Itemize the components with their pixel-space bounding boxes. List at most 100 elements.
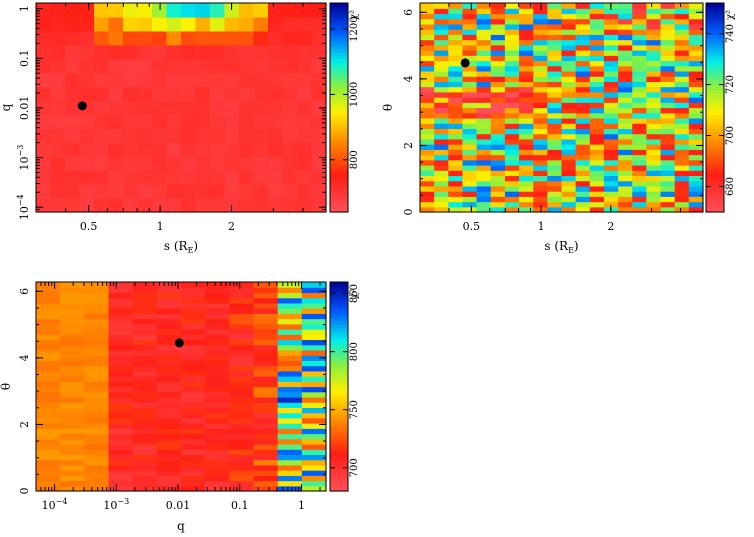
heatmap-cell — [253, 308, 279, 314]
heatmap-cell — [123, 170, 139, 185]
heatmap-cell — [490, 123, 506, 129]
heatmap-cell — [646, 159, 662, 166]
heatmap-cell — [533, 191, 548, 197]
heatmap-cell — [660, 34, 676, 41]
heatmap-cell — [688, 107, 704, 114]
heatmap-cell — [36, 3, 52, 18]
heatmap-cell — [79, 72, 95, 88]
heatmap-cell — [688, 97, 704, 103]
heatmap-cell — [632, 159, 647, 166]
heatmap-cell — [476, 164, 492, 171]
heatmap-cell — [268, 30, 284, 46]
heatmap-cell — [434, 123, 449, 129]
heatmap-cell — [224, 58, 240, 74]
heatmap-cell — [688, 154, 704, 161]
heatmap-cell — [660, 206, 676, 213]
heatmap-cell — [132, 454, 158, 461]
colorbar-segment — [330, 83, 348, 88]
colorbar-segment — [330, 407, 348, 412]
heatmap-cell — [79, 156, 95, 171]
heatmap-cell — [575, 29, 591, 35]
heatmap-cell — [253, 198, 269, 213]
heatmap-cell — [229, 485, 255, 492]
colorbar-segment — [706, 201, 724, 206]
heatmap-cell — [533, 3, 548, 9]
colorbar-segment — [330, 365, 348, 370]
heatmap-cell — [108, 349, 134, 356]
heatmap-cell — [36, 128, 52, 143]
x-tick-label: 2 — [228, 220, 235, 233]
heatmap-cell — [282, 72, 298, 88]
heatmap-cell — [108, 360, 134, 367]
heatmap-cell — [36, 396, 61, 403]
heatmap-cell — [253, 428, 279, 435]
heatmap-cell — [36, 16, 52, 32]
heatmap-cell — [448, 55, 464, 62]
heatmap-cell — [646, 138, 662, 145]
colorbar-segment — [330, 299, 348, 304]
heatmap-cells — [420, 3, 704, 213]
heatmap-cell — [575, 149, 591, 156]
heatmap-cell — [490, 138, 506, 145]
heatmap-cell — [618, 201, 633, 208]
heatmap-cell — [632, 3, 647, 9]
heatmap-cell — [253, 360, 279, 367]
colorbar-segment — [330, 348, 348, 353]
heatmap-cell — [60, 360, 85, 367]
heatmap-cell — [36, 412, 61, 419]
heatmap-cell — [575, 201, 591, 208]
heatmap-cell — [60, 402, 85, 408]
colorbar-segment — [706, 117, 724, 123]
heatmap-cell — [589, 191, 605, 197]
heatmap-cell — [156, 313, 182, 320]
heatmap-cell — [589, 76, 605, 82]
heatmap-cell — [229, 308, 255, 314]
heatmap-cell — [589, 159, 605, 166]
heatmap-cell — [277, 407, 303, 414]
heatmap-cell — [108, 475, 134, 482]
colorbar-segment — [330, 205, 348, 210]
colorbar-segment — [330, 100, 348, 105]
heatmap-cell — [603, 159, 619, 166]
heatmap-cell — [181, 302, 206, 309]
heatmap-cell — [229, 297, 255, 304]
colorbar-segment — [330, 107, 348, 112]
heatmap-cell — [646, 107, 662, 114]
colorbar-segment — [330, 55, 348, 60]
heatmap-cell — [561, 154, 577, 161]
heatmap-cell — [688, 65, 704, 72]
heatmap-cell — [301, 454, 327, 461]
heatmap-cell — [297, 72, 313, 88]
heatmap-cell — [36, 433, 61, 440]
colorbar-frame — [329, 281, 349, 492]
heatmap-cell — [36, 417, 61, 424]
heatmap-cell — [504, 23, 520, 30]
colorbar-segment — [706, 90, 724, 95]
colorbar-segment — [706, 41, 724, 46]
heatmap-cell — [420, 13, 435, 20]
colorbar-segment — [330, 23, 348, 28]
heatmap-cell — [632, 196, 647, 203]
heatmap-cell — [205, 302, 230, 309]
heatmap-cell — [60, 344, 85, 351]
colorbar-segment — [330, 48, 348, 53]
heatmap-cell — [166, 142, 182, 157]
heatmap-cell — [462, 107, 478, 114]
heatmap-cell — [282, 3, 298, 18]
heatmap-cell — [561, 18, 577, 25]
heatmap-cell — [132, 407, 158, 414]
heatmap-cell — [476, 107, 492, 114]
heatmap-cell — [301, 449, 327, 456]
colorbar-segment — [706, 145, 724, 150]
heatmap-cell — [547, 55, 563, 62]
heatmap-cell — [205, 297, 230, 304]
heatmap-cell — [575, 23, 591, 30]
colorbar-segment — [330, 383, 348, 388]
heatmap-cell — [224, 30, 240, 46]
colorbar-segment — [706, 48, 724, 53]
heatmap-cell — [533, 107, 548, 114]
heatmap-cell — [79, 128, 95, 143]
heatmap-cell — [434, 8, 449, 15]
heatmap-cell — [132, 412, 158, 419]
